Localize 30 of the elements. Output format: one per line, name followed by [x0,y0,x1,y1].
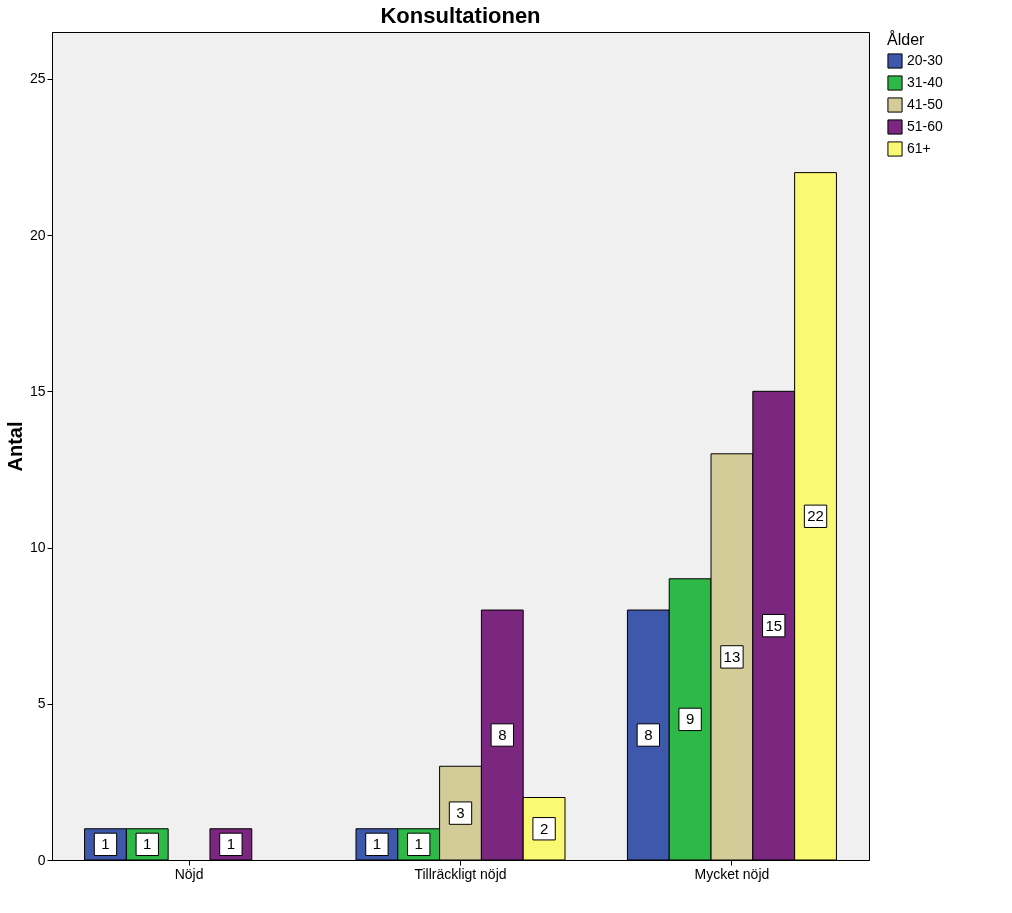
data-label: 1 [372,835,382,853]
data-label: 3 [456,804,465,822]
data-label: 1 [101,835,110,853]
x-tick-label: Tillräckligt nöjd [414,865,507,882]
data-label: 1 [226,835,236,853]
data-label: 8 [498,726,507,744]
data-label: 2 [539,819,549,837]
data-label: 13 [723,647,741,665]
legend-label: 20-30 [907,52,944,68]
x-tick-label: Nöjd [174,865,204,882]
legend-label: 61+ [907,140,931,156]
data-label: 15 [765,616,783,634]
y-tick-label: 0 [37,851,46,868]
data-label: 9 [685,710,695,728]
legend-title: Ålder [887,30,926,48]
legend-label: 31-40 [907,74,944,90]
y-tick-label: 25 [29,70,46,87]
data-label: 1 [143,835,152,853]
data-label: 22 [807,507,824,525]
x-tick-label: Mycket nöjd [694,865,770,882]
y-axis-title: Antal [3,421,26,472]
legend-label: 41-50 [907,96,944,112]
y-tick-label: 5 [37,695,46,712]
data-label: 1 [414,835,423,853]
y-tick-label: 15 [29,382,46,399]
data-label: 8 [644,726,653,744]
y-tick-label: 10 [29,539,46,556]
legend-label: 51-60 [907,118,944,134]
y-tick-label: 20 [29,226,46,243]
chart-title: Konsultationen [380,3,541,28]
